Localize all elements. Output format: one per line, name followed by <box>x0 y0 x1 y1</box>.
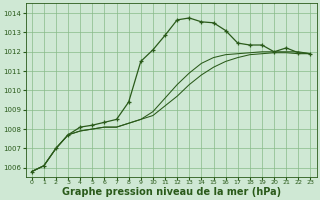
X-axis label: Graphe pression niveau de la mer (hPa): Graphe pression niveau de la mer (hPa) <box>61 187 281 197</box>
